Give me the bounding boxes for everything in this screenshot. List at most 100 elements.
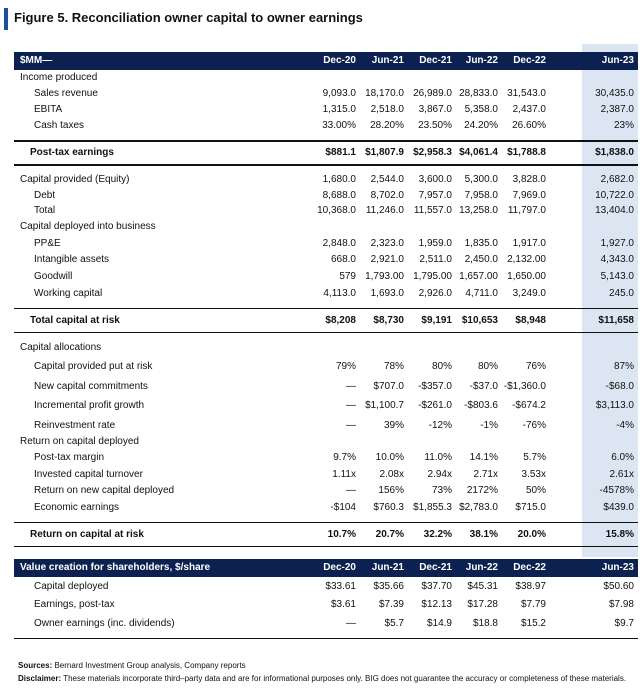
cell-value: 9,093.0 bbox=[322, 88, 356, 99]
cell-value: -$261.0 bbox=[418, 400, 452, 412]
cell-value: $18.8 bbox=[472, 617, 498, 629]
cell-value: 23.50% bbox=[418, 120, 452, 131]
cell-value: 2.61x bbox=[609, 468, 634, 480]
cell-value: -$104 bbox=[330, 501, 356, 513]
row-label: Debt bbox=[34, 189, 56, 201]
cell-value: 13,404.0 bbox=[595, 205, 634, 216]
cell-value: 32.2% bbox=[423, 528, 452, 540]
cell-value: 7,969.0 bbox=[512, 189, 546, 201]
cell-value: 15.8% bbox=[605, 528, 634, 540]
cell-value: $439.0 bbox=[603, 501, 634, 513]
cell-value: 73% bbox=[431, 485, 452, 497]
cell-value: 9.7% bbox=[333, 452, 356, 464]
header-label: $MM— bbox=[20, 55, 53, 66]
row-label: Earnings, post-tax bbox=[34, 599, 115, 611]
row-label: Cash taxes bbox=[34, 120, 85, 131]
total-label: Return on capital at risk bbox=[30, 528, 144, 540]
cell-value: 5,300.0 bbox=[464, 174, 498, 185]
cell-value: 10,722.0 bbox=[595, 189, 634, 201]
cell-value: 1.11x bbox=[332, 468, 356, 480]
cell-value: $14.9 bbox=[426, 617, 452, 629]
cell-value: 2,518.0 bbox=[370, 104, 404, 115]
column-header: Jun-23 bbox=[601, 561, 634, 573]
cell-value: 668.0 bbox=[330, 254, 356, 266]
cell-value: 3,249.0 bbox=[512, 287, 546, 299]
row-label: Post-tax margin bbox=[34, 452, 105, 464]
cell-value: 4,343.0 bbox=[600, 254, 634, 266]
row-label: Capital provided put at risk bbox=[34, 361, 153, 373]
title: Figure 5. Reconciliation owner capital t… bbox=[14, 10, 363, 25]
row-label: Reinvestment rate bbox=[34, 419, 116, 431]
cell-value: 1,959.0 bbox=[418, 237, 452, 249]
cell-value: $15.2 bbox=[520, 617, 546, 629]
cell-value: 2,387.0 bbox=[600, 104, 634, 115]
cell-value: $715.0 bbox=[515, 501, 546, 513]
cell-value: 156% bbox=[378, 485, 404, 497]
cell-value: 2.08x bbox=[379, 468, 404, 480]
cell-value: $9.7 bbox=[614, 617, 634, 629]
cell-value: $50.60 bbox=[603, 580, 634, 592]
cell-value: -$37.0 bbox=[469, 380, 498, 392]
cell-value: 13,258.0 bbox=[459, 205, 498, 216]
cell-value: 11,246.0 bbox=[365, 205, 404, 216]
cell-value: 8,702.0 bbox=[370, 189, 404, 201]
cell-value: 78% bbox=[383, 361, 404, 373]
cell-value: -4% bbox=[616, 419, 634, 431]
total-label: Total capital at risk bbox=[30, 314, 120, 326]
cell-value: $4,061.4 bbox=[459, 147, 498, 158]
cell-value: 579 bbox=[339, 271, 356, 283]
cell-value: 1,650.00 bbox=[507, 271, 546, 283]
header-band bbox=[14, 558, 638, 577]
row-label: Intangible assets bbox=[34, 254, 110, 266]
rule bbox=[14, 545, 638, 548]
rule bbox=[14, 521, 638, 524]
cell-value: 2,921.0 bbox=[370, 254, 404, 266]
cell-value: 2,511.0 bbox=[419, 254, 452, 266]
cell-value: $5.7 bbox=[384, 617, 404, 629]
cell-value: 31,543.0 bbox=[507, 88, 546, 99]
cell-value: 30,435.0 bbox=[595, 88, 634, 99]
cell-value: 26,989.0 bbox=[413, 88, 452, 99]
cell-value: 245.0 bbox=[608, 287, 634, 299]
cell-value: 5.7% bbox=[523, 452, 546, 464]
disclaimer-text: These materials incorporate third–party … bbox=[63, 674, 627, 683]
header-band bbox=[14, 52, 638, 70]
cell-value: $45.31 bbox=[467, 580, 498, 592]
cell-value: -76% bbox=[522, 419, 546, 431]
title-accent bbox=[4, 8, 8, 30]
column-header: Dec-22 bbox=[513, 561, 546, 573]
section-heading: Capital allocations bbox=[20, 341, 102, 353]
column-header: Jun-21 bbox=[371, 561, 404, 573]
cell-value: 1,835.0 bbox=[464, 237, 498, 249]
row-label: Working capital bbox=[34, 287, 103, 299]
column-header: Dec-22 bbox=[513, 55, 546, 66]
section-heading: Return on capital deployed bbox=[20, 435, 139, 447]
cell-value: 2.71x bbox=[473, 468, 498, 480]
row-label: Economic earnings bbox=[34, 501, 120, 513]
disclaimer-label: Disclaimer: bbox=[18, 674, 62, 683]
column-header: Dec-20 bbox=[323, 55, 356, 66]
cell-value: 80% bbox=[431, 361, 452, 373]
cell-value: 2,132.00 bbox=[507, 254, 546, 266]
cell-value: 5,143.0 bbox=[600, 271, 634, 283]
cell-value: 5,358.0 bbox=[464, 104, 498, 115]
cell-value: 28,833.0 bbox=[459, 88, 498, 99]
cell-value: $760.3 bbox=[373, 501, 404, 513]
cell-value: 2172% bbox=[466, 485, 498, 497]
column-header: Dec-21 bbox=[419, 561, 452, 573]
cell-value: $881.1 bbox=[325, 147, 356, 158]
cell-value: — bbox=[346, 485, 356, 497]
column-header: Jun-22 bbox=[465, 55, 498, 66]
cell-value: $7.79 bbox=[520, 599, 546, 611]
row-label: PP&E bbox=[34, 237, 61, 249]
cell-value: 1,657.00 bbox=[459, 271, 498, 283]
sources-label: Sources: bbox=[18, 661, 53, 670]
cell-value: 10,368.0 bbox=[317, 205, 356, 216]
row-label: Sales revenue bbox=[34, 88, 98, 99]
cell-value: 2.94x bbox=[427, 468, 452, 480]
cell-value: 80% bbox=[477, 361, 498, 373]
cell-value: — bbox=[346, 380, 356, 392]
row-label: Owner earnings (inc. dividends) bbox=[34, 617, 175, 629]
section-heading: Capital provided (Equity) bbox=[20, 174, 130, 185]
cell-value: 7,958.0 bbox=[464, 189, 498, 201]
